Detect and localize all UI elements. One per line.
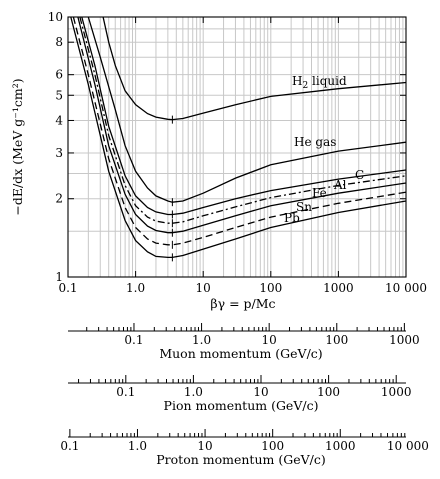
scale-tick-label: 1000: [381, 385, 412, 399]
y-tick-label: 4: [55, 113, 63, 127]
scale-tick-label: 1.0: [184, 385, 203, 399]
momentum-scales: 0.1 1.0 10 100 1000 Muon momentum (GeV/c) 0.1 1…: [60, 323, 429, 467]
scale-tick-label: 100: [261, 439, 284, 453]
y-tick-label: 2: [55, 192, 63, 206]
scale-proton-momentum: 0.1 1.0 10 100 1000 10 000 Proton momentum (Ge…: [60, 429, 429, 467]
plot-frame: [67, 16, 407, 278]
scale-title: Muon momentum (GeV/c): [159, 346, 322, 361]
y-axis-title: −dE/dx (MeV g⁻¹cm²): [10, 78, 25, 215]
curve-label-he-gas: He gas: [294, 135, 336, 149]
scale-tick-label: 0.1: [124, 333, 143, 347]
curve-pb: [70, 16, 407, 259]
curve-label-sn: Sn: [296, 200, 312, 214]
y-tick-label: 8: [55, 35, 63, 49]
x-axis-title: βγ = p/Mc: [210, 296, 275, 311]
scale-tick-label: 10: [262, 333, 277, 347]
scale-title: Proton momentum (GeV/c): [156, 452, 325, 467]
scale-tick-label: 0.1: [60, 439, 79, 453]
scale-tick-label: 10: [253, 385, 268, 399]
y-tick-label: 5: [55, 88, 63, 102]
scale-tick-label: 100: [325, 333, 348, 347]
y-tick-label: 3: [55, 146, 63, 160]
scale-tick-label: 100: [317, 385, 340, 399]
scale-muon-momentum: 0.1 1.0 10 100 1000 Muon momentum (GeV/c): [68, 323, 420, 361]
curve-label-pb: Pb: [284, 211, 300, 225]
x-tick-label: 10: [196, 281, 211, 295]
curve-fe: [77, 16, 407, 234]
curve-label-al: Al: [333, 178, 347, 192]
curve-label-fe: Fe: [312, 186, 327, 200]
curve-label-c: C: [355, 168, 364, 182]
y-tick-label: 1: [55, 270, 63, 284]
curve-al: [79, 16, 407, 224]
curve-c: [81, 16, 407, 216]
scale-title: Pion momentum (GeV/c): [164, 398, 319, 413]
scale-pion-momentum: 0.1 1.0 10 100 1000 Pion momentum (GeV/c): [68, 375, 411, 413]
x-tick-label: 1000: [323, 281, 354, 295]
scale-tick-label: 10: [197, 439, 212, 453]
scale-tick-label: 1000: [325, 439, 356, 453]
scale-tick-label: 1000: [389, 333, 420, 347]
curve-h2-liquid: [102, 16, 407, 121]
x-tick-label: 1.0: [126, 281, 145, 295]
plot-grid: [68, 17, 406, 277]
scale-tick-label: 10 000: [387, 439, 429, 453]
scale-tick-label: 0.1: [116, 385, 135, 399]
y-tick-label: 6: [55, 68, 63, 82]
curve-he-gas: [87, 16, 407, 203]
scale-tick-label: 1.0: [128, 439, 147, 453]
scale-tick-label: 1.0: [192, 333, 211, 347]
curve-sn: [72, 16, 407, 246]
x-tick-label: 10 000: [385, 281, 427, 295]
x-tick-label: 100: [259, 281, 282, 295]
y-tick-label: 10: [48, 10, 63, 24]
x-tick-label: 0.1: [58, 281, 77, 295]
